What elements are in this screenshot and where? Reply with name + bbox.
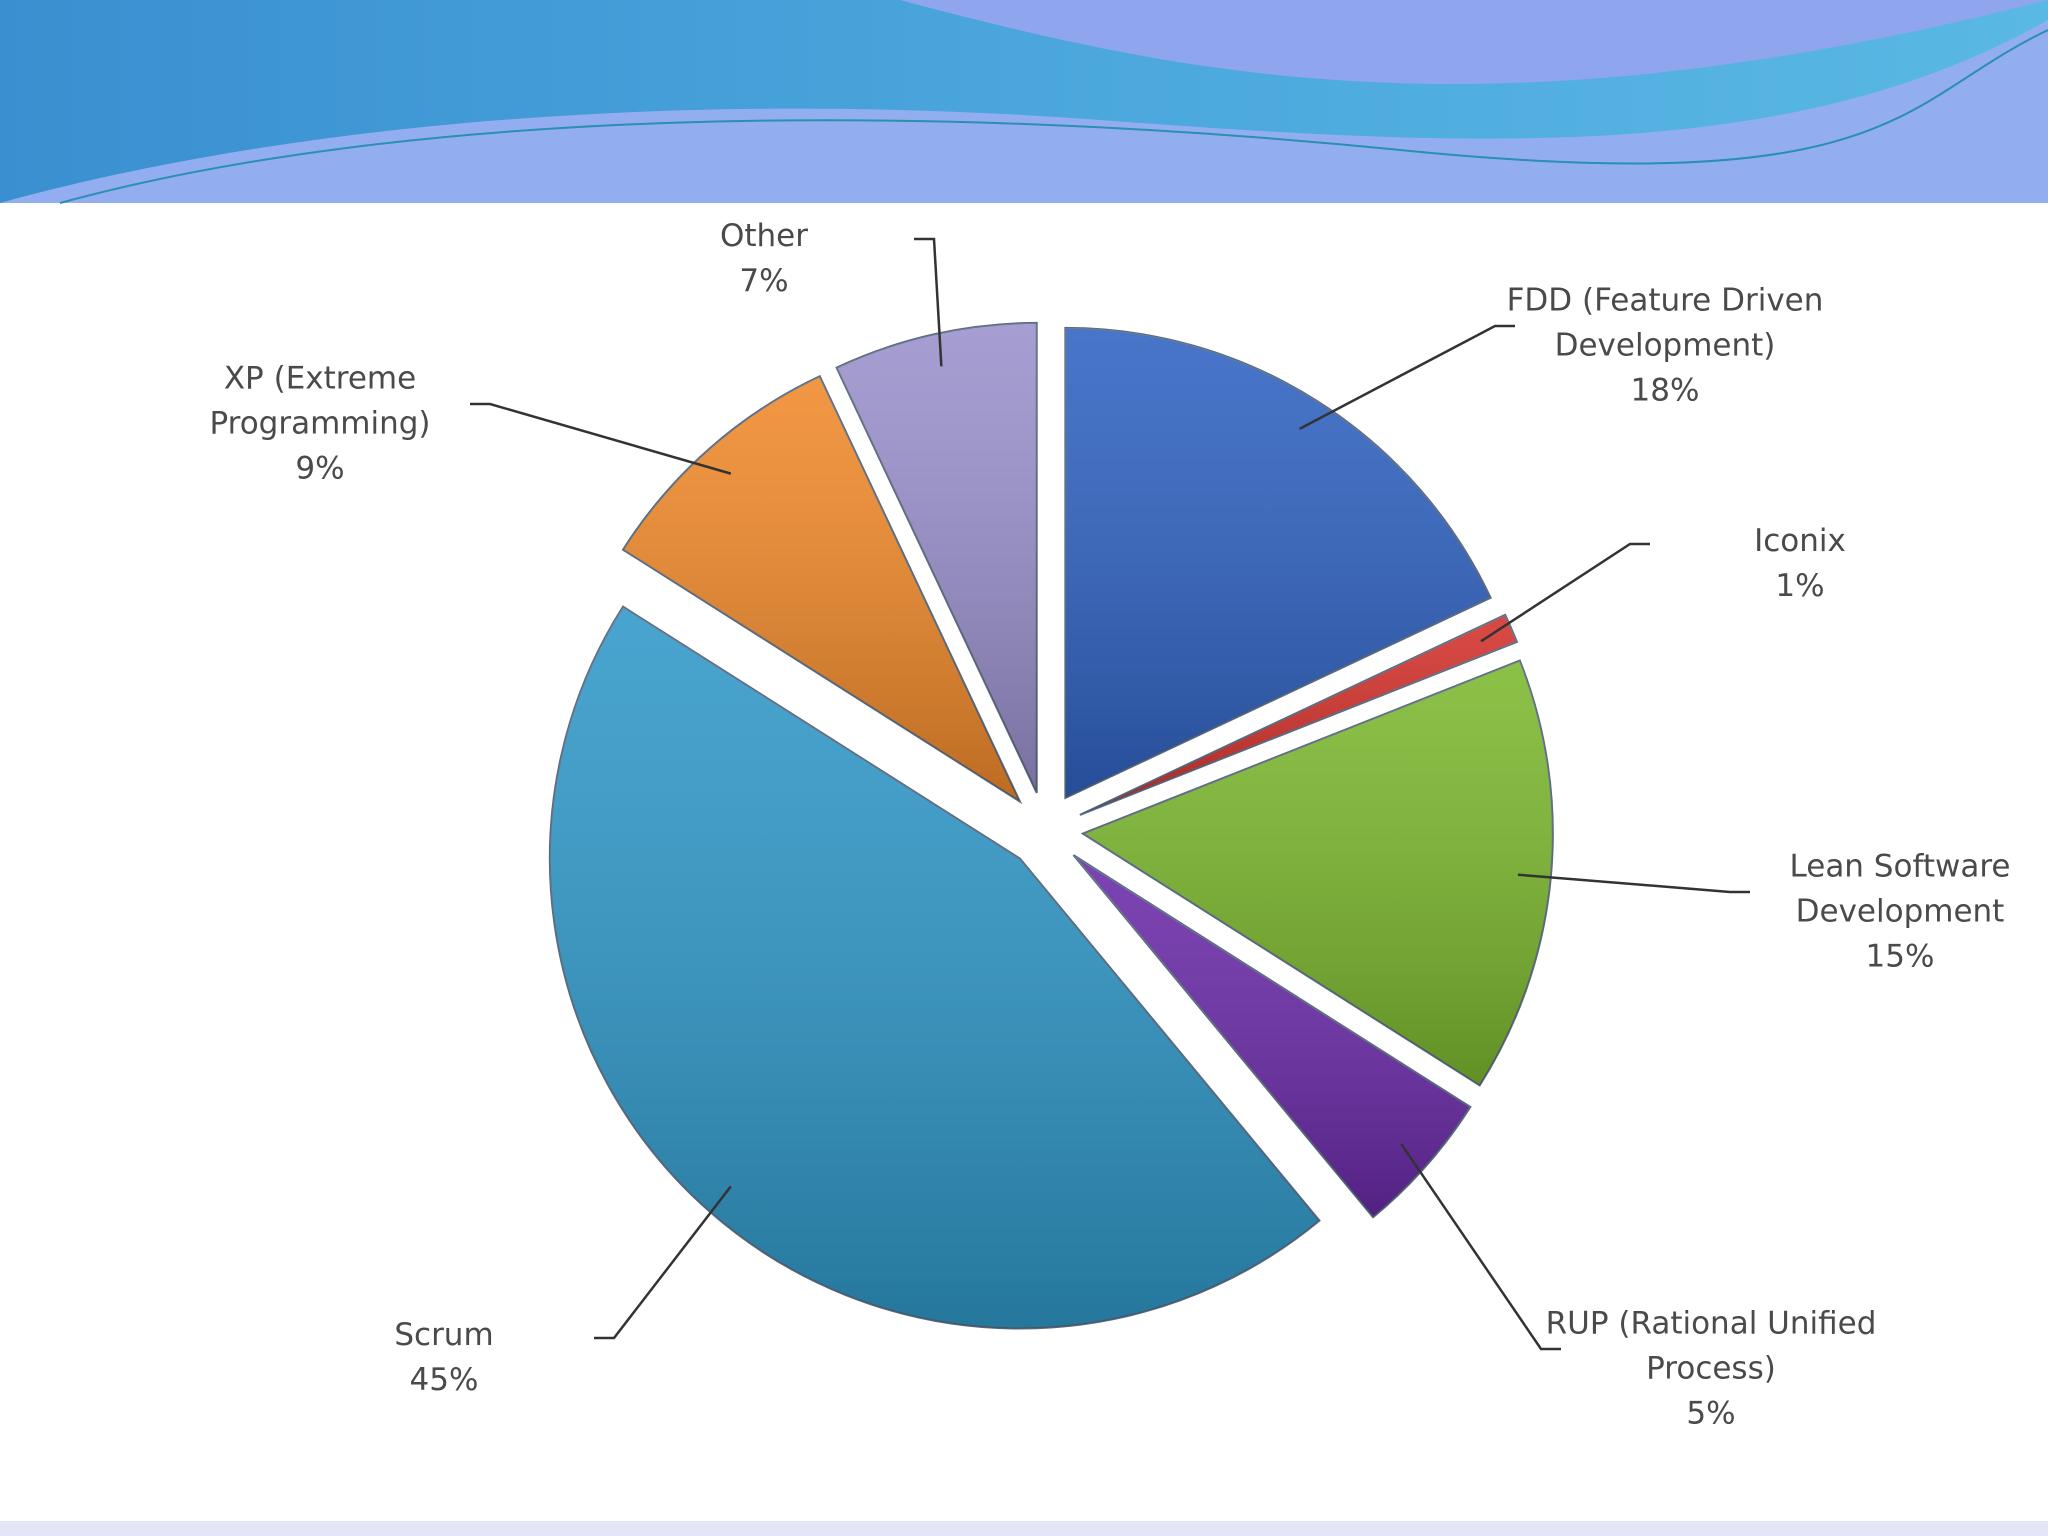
leader-line xyxy=(1298,324,1515,430)
slice-label: RUP (Rational Unified Process) 5% xyxy=(1531,1302,1891,1437)
category-label: Scrum xyxy=(394,1317,494,1353)
header-wave xyxy=(900,0,2048,84)
value-label: 18% xyxy=(1630,372,1700,409)
slice-label: Other 7% xyxy=(584,214,944,304)
pie xyxy=(548,321,1554,1330)
slice-shade xyxy=(623,376,1020,802)
value-label: 7% xyxy=(739,263,789,299)
category-label: XP (Extreme Programming) xyxy=(209,360,431,442)
category-label: Lean Software Development xyxy=(1789,848,2011,930)
value-label: 5% xyxy=(1686,1395,1736,1432)
slice-label: XP (Extreme Programming) 9% xyxy=(140,357,500,492)
slice-shade xyxy=(1073,855,1471,1218)
slice-shade xyxy=(1065,327,1491,798)
leader-lines xyxy=(470,237,1750,1351)
footer-band xyxy=(0,1521,2048,1536)
category-label: FDD (Feature Driven Development) xyxy=(1506,282,1824,364)
leader-line xyxy=(1517,873,1750,894)
slice-shade xyxy=(549,606,1320,1329)
value-label: 1% xyxy=(1775,568,1825,604)
leader-line xyxy=(594,1185,732,1340)
leader-line xyxy=(1480,542,1650,643)
value-label: 9% xyxy=(295,450,345,487)
slice-shade xyxy=(1079,614,1517,815)
value-label: 45% xyxy=(409,1362,479,1398)
header-wave xyxy=(0,20,2048,203)
leader-line xyxy=(1400,1143,1561,1351)
slice-label: Iconix 1% xyxy=(1620,519,1980,609)
category-label: RUP (Rational Unified Process) xyxy=(1545,1305,1877,1387)
value-label: 15% xyxy=(1865,938,1935,975)
slice-label: Scrum 45% xyxy=(264,1313,624,1403)
leader-line xyxy=(914,237,943,367)
slice-shade xyxy=(836,322,1037,793)
header-wave-line xyxy=(59,29,2048,204)
leader-line xyxy=(470,402,732,475)
category-label: Iconix xyxy=(1754,523,1846,559)
slice-label: FDD (Feature Driven Development) 18% xyxy=(1485,279,1845,414)
slice-label: Lean Software Development 15% xyxy=(1720,845,2048,980)
slice-shade xyxy=(1082,660,1553,1086)
category-label: Other xyxy=(719,218,809,254)
